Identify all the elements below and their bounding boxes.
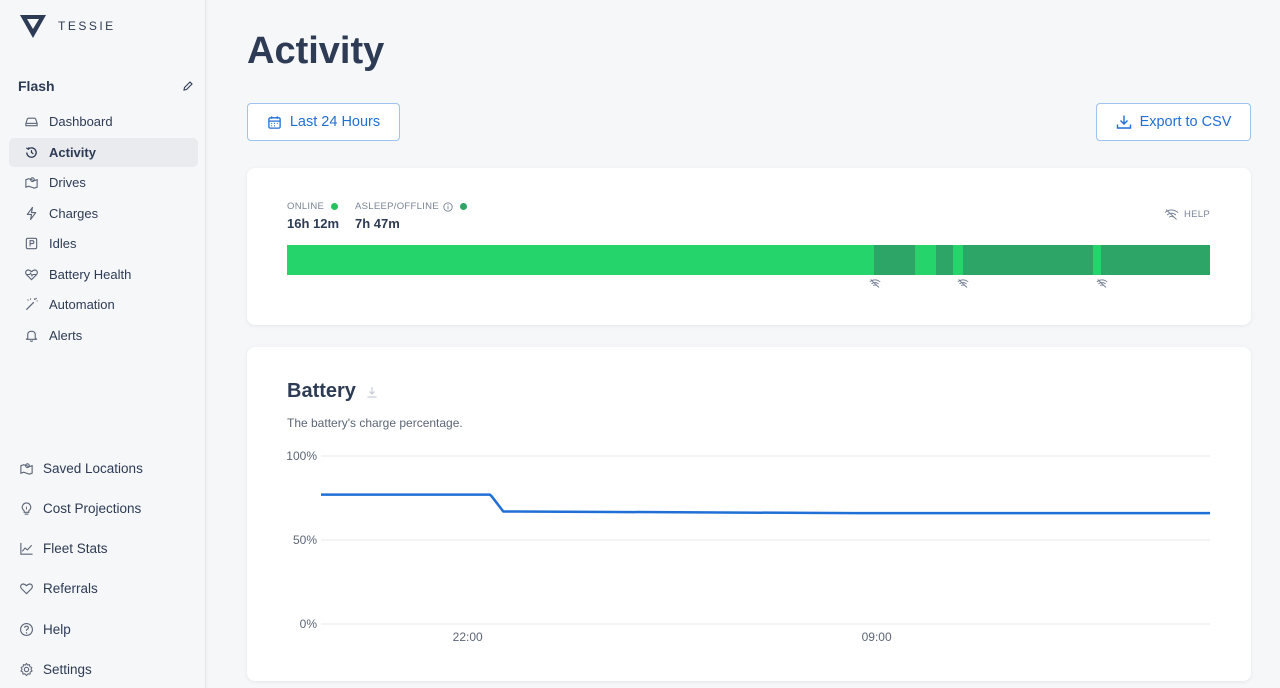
asleep-stat: ASLEEP/OFFLINE 7h 47m — [355, 201, 467, 231]
sidebar-nav: Dashboard Activity Drives Charges Idles … — [9, 107, 198, 351]
sidebar-item-label: Drives — [49, 175, 86, 190]
battery-subtitle: The battery's charge percentage. — [287, 416, 463, 430]
vehicle-header: Flash — [18, 78, 194, 94]
online-label: ONLINE — [287, 201, 325, 212]
online-timeline-bar — [287, 245, 1210, 275]
online-stat: ONLINE 16h 12m — [287, 201, 339, 231]
car-icon — [25, 117, 38, 127]
sidebar-item-label: Settings — [43, 661, 92, 677]
offline-marker-icon[interactable] — [957, 279, 969, 288]
asleep-label-row: ASLEEP/OFFLINE — [355, 201, 467, 212]
sidebar-item-label: Dashboard — [49, 114, 113, 129]
export-csv-label: Export to CSV — [1139, 114, 1232, 130]
asleep-segment — [962, 245, 1093, 275]
battery-chart: 100% 50% 0% 22:00 09:00 — [286, 449, 1210, 644]
download-icon — [1116, 115, 1131, 129]
brand-name: TESSIE — [58, 19, 116, 33]
map-icon — [25, 177, 38, 189]
battery-title: Battery — [287, 380, 356, 402]
sidebar-item-automation[interactable]: Automation — [9, 290, 198, 319]
battery-title-row: Battery — [287, 380, 378, 403]
y-tick-label: 0% — [300, 617, 318, 631]
sidebar-item-settings[interactable]: Settings — [9, 654, 198, 684]
y-tick-label: 100% — [286, 449, 317, 463]
sidebar-item-charges[interactable]: Charges — [9, 199, 198, 228]
asleep-label: ASLEEP/OFFLINE — [355, 201, 439, 212]
battery-card: Battery The battery's charge percentage.… — [247, 347, 1251, 681]
sidebar-item-dashboard[interactable]: Dashboard — [9, 107, 198, 136]
sidebar: TESSIE Flash Dashboard Activity Drives C… — [0, 0, 206, 688]
asleep-status-dot — [459, 203, 467, 210]
sidebar-item-label: Battery Health — [49, 266, 132, 282]
date-range-label: Last 24 Hours — [289, 114, 381, 130]
wand-icon — [25, 297, 38, 311]
wifi-off-icon — [1164, 209, 1179, 220]
sidebar-item-label: Referrals — [43, 581, 98, 597]
sidebar-item-label: Fleet Stats — [43, 541, 108, 557]
info-icon[interactable] — [443, 201, 453, 212]
online-label-row: ONLINE — [287, 201, 339, 212]
sidebar-item-idles[interactable]: Idles — [9, 229, 198, 258]
sidebar-item-label: Charges — [49, 205, 99, 221]
brand[interactable]: TESSIE — [18, 12, 116, 40]
asleep-segment — [874, 245, 915, 275]
sidebar-item-battery-health[interactable]: Battery Health — [9, 260, 198, 289]
page-title: Activity — [247, 30, 385, 72]
help-link[interactable]: HELP — [1164, 209, 1210, 220]
sidebar-item-label: Saved Locations — [43, 460, 143, 476]
vehicle-name: Flash — [18, 78, 55, 94]
sidebar-item-label: Idles — [49, 236, 77, 251]
sidebar-item-label: Automation — [49, 297, 115, 312]
date-range-button[interactable]: Last 24 Hours — [247, 103, 400, 141]
asleep-value: 7h 47m — [355, 216, 400, 231]
calendar-icon — [268, 115, 281, 129]
export-csv-button[interactable]: Export to CSV — [1096, 103, 1251, 141]
offline-marker-icon[interactable] — [869, 279, 881, 288]
download-icon[interactable] — [366, 386, 378, 398]
history-icon — [25, 146, 37, 158]
edit-pencil-icon[interactable] — [182, 80, 194, 92]
sidebar-item-label: Activity — [49, 144, 96, 160]
lightbulb-icon — [21, 502, 32, 515]
question-icon — [20, 622, 33, 636]
sidebar-item-label: Alerts — [49, 327, 83, 343]
heart-icon — [20, 583, 33, 595]
sidebar-item-saved-locations[interactable]: Saved Locations — [9, 453, 198, 483]
x-tick-label: 22:00 — [453, 630, 483, 644]
asleep-segment — [935, 245, 954, 275]
map-icon — [20, 462, 33, 475]
sidebar-item-label: Cost Projections — [43, 500, 142, 516]
x-tick-label: 09:00 — [862, 630, 892, 644]
heart-pulse-icon — [25, 268, 38, 280]
sidebar-item-referrals[interactable]: Referrals — [9, 574, 198, 604]
gear-icon — [20, 662, 33, 677]
sidebar-item-cost-projections[interactable]: Cost Projections — [9, 493, 198, 523]
asleep-segment — [1101, 245, 1210, 275]
bolt-icon — [26, 206, 37, 220]
sidebar-item-help[interactable]: Help — [9, 614, 198, 644]
online-status-dot — [331, 203, 339, 210]
online-value: 16h 12m — [287, 216, 340, 231]
sidebar-item-label: Help — [43, 621, 71, 637]
offline-marker-icon[interactable] — [1096, 279, 1108, 288]
bell-icon — [25, 330, 38, 342]
sidebar-item-alerts[interactable]: Alerts — [9, 321, 198, 350]
sidebar-item-drives[interactable]: Drives — [9, 168, 198, 197]
trend-icon — [20, 542, 33, 555]
status-timeline-card: ONLINE 16h 12m ASLEEP/OFFLINE 7h 47m HEL… — [247, 168, 1251, 325]
tessie-logo-icon — [20, 15, 46, 38]
parking-icon — [25, 237, 38, 250]
battery-series-line — [321, 493, 1210, 515]
help-label: HELP — [1183, 209, 1210, 220]
sidebar-secondary-nav: Saved Locations Cost Projections Fleet S… — [9, 453, 198, 688]
sidebar-item-fleet-stats[interactable]: Fleet Stats — [9, 534, 198, 564]
sidebar-item-activity[interactable]: Activity — [9, 137, 198, 167]
y-tick-label: 50% — [293, 533, 317, 547]
